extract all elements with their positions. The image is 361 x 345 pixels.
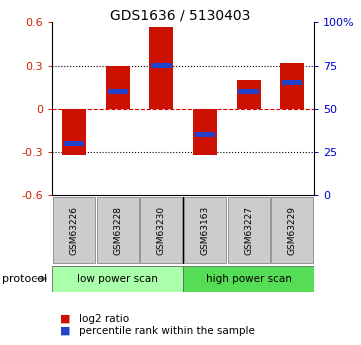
Bar (62, 109, 86, 155)
Bar (228, 197, 270, 263)
Text: percentile rank within the sample: percentile rank within the sample (79, 326, 255, 335)
Bar (280, 63, 304, 109)
Text: protocol: protocol (2, 274, 47, 284)
Text: GSM63228: GSM63228 (113, 206, 122, 255)
Bar (97, 197, 139, 263)
Bar (184, 197, 226, 263)
Bar (140, 197, 182, 263)
Text: GSM63227: GSM63227 (244, 206, 253, 255)
Bar (149, 27, 173, 109)
Bar (183, 266, 314, 292)
Bar (195, 132, 215, 137)
Text: GSM63229: GSM63229 (288, 206, 297, 255)
Bar (193, 109, 217, 155)
Bar (52, 266, 183, 292)
Bar (53, 197, 95, 263)
Text: GSM63226: GSM63226 (70, 206, 79, 255)
Bar (64, 141, 84, 146)
Text: ■: ■ (60, 314, 70, 324)
Bar (151, 63, 171, 68)
Text: high power scan: high power scan (206, 274, 292, 284)
Bar (106, 66, 130, 109)
Text: low power scan: low power scan (77, 274, 158, 284)
Text: GDS1636 / 5130403: GDS1636 / 5130403 (110, 9, 251, 23)
Bar (271, 197, 313, 263)
Text: log2 ratio: log2 ratio (79, 314, 130, 324)
Text: GSM63230: GSM63230 (157, 206, 166, 255)
Text: ■: ■ (60, 326, 70, 335)
Bar (239, 89, 259, 94)
Bar (282, 80, 303, 85)
Bar (108, 89, 128, 94)
Bar (237, 80, 261, 109)
Text: GSM63163: GSM63163 (200, 206, 209, 255)
